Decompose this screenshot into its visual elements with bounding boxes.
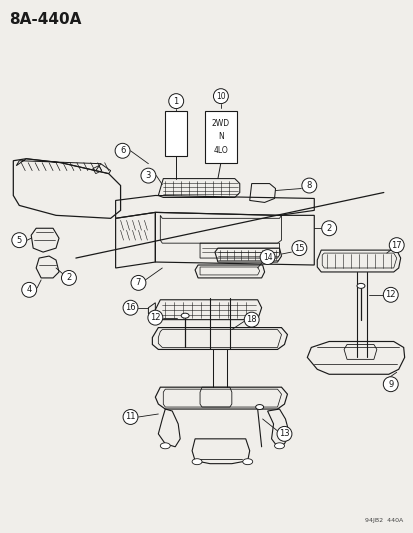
Ellipse shape xyxy=(181,313,189,318)
Text: 12: 12 xyxy=(150,313,160,322)
Text: 2WD
N
4LO: 2WD N 4LO xyxy=(211,119,229,155)
Text: 9: 9 xyxy=(387,379,392,389)
Text: 5: 5 xyxy=(17,236,22,245)
Text: 94JB2  440A: 94JB2 440A xyxy=(365,518,403,523)
Circle shape xyxy=(301,178,316,193)
Ellipse shape xyxy=(274,443,284,449)
Text: 11: 11 xyxy=(125,413,135,422)
FancyBboxPatch shape xyxy=(165,111,187,156)
Ellipse shape xyxy=(255,405,263,409)
Circle shape xyxy=(382,377,397,392)
FancyBboxPatch shape xyxy=(204,111,236,163)
Text: 2: 2 xyxy=(66,273,71,282)
Text: 3: 3 xyxy=(145,171,151,180)
Text: 10: 10 xyxy=(216,92,225,101)
Text: 17: 17 xyxy=(390,240,401,249)
Text: 1: 1 xyxy=(173,96,178,106)
Circle shape xyxy=(244,312,259,327)
Circle shape xyxy=(291,241,306,256)
Circle shape xyxy=(123,300,138,315)
Text: 8A-440A: 8A-440A xyxy=(9,12,81,27)
Text: 15: 15 xyxy=(293,244,304,253)
Circle shape xyxy=(12,233,27,248)
Ellipse shape xyxy=(192,459,202,465)
Circle shape xyxy=(388,238,403,253)
Text: 6: 6 xyxy=(120,146,125,155)
Circle shape xyxy=(321,221,336,236)
Text: 18: 18 xyxy=(246,315,256,324)
Text: 7: 7 xyxy=(135,278,141,287)
Circle shape xyxy=(131,276,145,290)
Ellipse shape xyxy=(160,443,170,449)
Circle shape xyxy=(140,168,155,183)
Text: 8: 8 xyxy=(306,181,311,190)
Text: 4: 4 xyxy=(26,285,32,294)
Circle shape xyxy=(147,310,162,325)
Circle shape xyxy=(62,270,76,285)
Text: 16: 16 xyxy=(125,303,135,312)
Circle shape xyxy=(276,426,291,441)
Ellipse shape xyxy=(356,284,364,288)
Text: 14: 14 xyxy=(262,253,272,262)
Circle shape xyxy=(382,287,397,302)
Circle shape xyxy=(123,409,138,424)
Circle shape xyxy=(22,282,37,297)
Circle shape xyxy=(213,88,228,103)
Text: 2: 2 xyxy=(326,224,331,233)
Text: 12: 12 xyxy=(385,290,395,300)
Circle shape xyxy=(115,143,130,158)
Ellipse shape xyxy=(242,459,252,465)
Text: 13: 13 xyxy=(278,430,289,438)
Circle shape xyxy=(169,94,183,109)
Circle shape xyxy=(259,249,274,264)
